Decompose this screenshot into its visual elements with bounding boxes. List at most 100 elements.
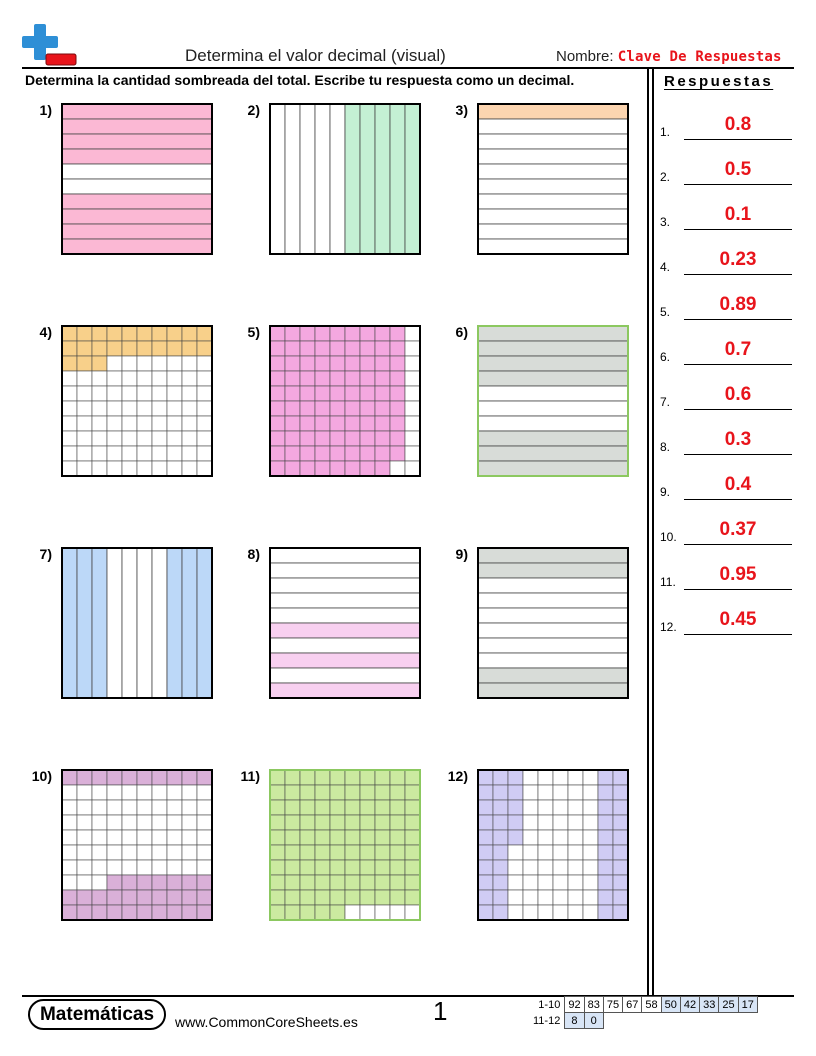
shaded-cell — [91, 904, 108, 921]
shaded-cell — [477, 784, 494, 801]
shaded-cell — [374, 799, 391, 816]
fraction-grid — [269, 325, 421, 477]
fraction-grid — [61, 769, 213, 921]
grid-cell — [61, 385, 78, 402]
answer-value: 0.23 — [719, 249, 757, 270]
name-area: Nombre: Clave De Respuestas — [556, 48, 782, 65]
grid-cell — [196, 370, 213, 387]
shaded-cell — [329, 814, 346, 831]
grid-border — [61, 547, 213, 699]
grid-cell — [61, 799, 78, 816]
shaded-cell — [374, 460, 391, 477]
shaded-cell — [612, 784, 629, 801]
grid-cell — [151, 445, 168, 462]
shaded-cell — [91, 340, 108, 357]
shaded-cell — [612, 844, 629, 861]
grid-strip — [269, 547, 421, 564]
grid-border — [61, 325, 213, 477]
shaded-cell — [269, 844, 286, 861]
answer-value: 0.45 — [719, 609, 757, 630]
shaded-cell — [151, 904, 168, 921]
grid-cell — [522, 784, 539, 801]
grid-cell — [136, 460, 153, 477]
shaded-cell — [299, 355, 316, 372]
shaded-cell — [477, 829, 494, 846]
grid-cell — [136, 355, 153, 372]
shaded-cell — [314, 400, 331, 417]
fraction-grid — [61, 103, 213, 255]
grid-cell — [166, 814, 183, 831]
grid-border — [269, 325, 421, 477]
shaded-cell — [299, 325, 316, 342]
grid-cell — [136, 445, 153, 462]
shaded-strip — [61, 118, 213, 135]
answer-row: 10. 0.37 — [660, 519, 792, 547]
shaded-cell — [106, 889, 123, 906]
shaded-cell — [344, 874, 361, 891]
grid-cell — [151, 355, 168, 372]
shaded-cell — [284, 859, 301, 876]
score-cell: 67 — [622, 996, 643, 1013]
shaded-cell — [359, 415, 376, 432]
grid-cell — [552, 904, 569, 921]
grid-strip — [477, 652, 629, 669]
grid-cell — [537, 799, 554, 816]
shaded-cell — [329, 430, 346, 447]
grid-cell — [121, 385, 138, 402]
grid-cell — [151, 799, 168, 816]
shaded-cell — [166, 340, 183, 357]
grid-strip — [269, 637, 421, 654]
shaded-cell — [404, 859, 421, 876]
answer-value: 0.89 — [719, 294, 757, 315]
shaded-strip — [91, 547, 108, 699]
shaded-cell — [329, 859, 346, 876]
shaded-cell — [269, 814, 286, 831]
fraction-grid — [477, 769, 629, 921]
grid-strip — [477, 385, 629, 402]
brand-badge: Matemáticas — [28, 999, 166, 1030]
grid-cell — [121, 799, 138, 816]
shaded-cell — [477, 904, 494, 921]
shaded-cell — [269, 355, 286, 372]
shaded-cell — [314, 814, 331, 831]
shaded-cell — [284, 400, 301, 417]
grid-cell — [91, 859, 108, 876]
shaded-cell — [374, 325, 391, 342]
grid-cell — [567, 874, 584, 891]
grid-cell — [121, 829, 138, 846]
shaded-cell — [314, 430, 331, 447]
shaded-cell — [612, 799, 629, 816]
shaded-cell — [269, 415, 286, 432]
grid-cell — [552, 829, 569, 846]
shaded-cell — [61, 904, 78, 921]
shaded-cell — [76, 340, 93, 357]
shaded-cell — [374, 859, 391, 876]
shaded-cell — [612, 829, 629, 846]
shaded-cell — [374, 814, 391, 831]
shaded-cell — [597, 784, 614, 801]
shaded-cell — [359, 385, 376, 402]
shaded-cell — [269, 370, 286, 387]
shaded-cell — [344, 355, 361, 372]
shaded-cell — [121, 904, 138, 921]
shaded-cell — [359, 829, 376, 846]
grid-cell — [76, 430, 93, 447]
grid-cell — [404, 460, 421, 477]
score-row: 11-12 8 0 — [530, 1012, 757, 1029]
grid-cell — [404, 340, 421, 357]
shaded-cell — [299, 415, 316, 432]
shaded-cell — [359, 340, 376, 357]
shaded-cell — [329, 829, 346, 846]
shaded-cell — [404, 889, 421, 906]
shaded-cell — [344, 859, 361, 876]
shaded-cell — [404, 844, 421, 861]
grid-cell — [166, 385, 183, 402]
grid-cell — [567, 844, 584, 861]
answer-number: 9. — [660, 485, 671, 499]
grid-cell — [537, 814, 554, 831]
grid-cell — [151, 829, 168, 846]
answer-number: 10. — [660, 530, 677, 544]
shaded-cell — [374, 415, 391, 432]
shaded-cell — [91, 889, 108, 906]
shaded-cell — [612, 874, 629, 891]
